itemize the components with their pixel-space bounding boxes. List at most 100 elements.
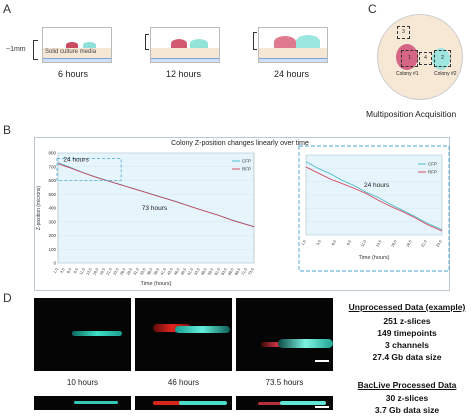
cyan-colony: [83, 42, 96, 48]
cyan-colony-signal: [179, 401, 227, 405]
media-layer: [151, 48, 219, 59]
inset-x-tick-label: 16.0: [390, 240, 397, 248]
x-tick-label: 46.0: [173, 268, 180, 276]
inset-annotation: 24 hours: [364, 182, 390, 189]
height-marker: [253, 32, 257, 50]
processed-title: BacLive Processed Data: [357, 380, 457, 390]
inset-line-chart: 1.0 3.5 6.0 8.5 11.0 13.5 16.0 18.5 21.0 23.5 Time…: [298, 145, 450, 272]
x-tick-label: 43.5: [167, 268, 174, 276]
x-tick-label: 68.5: [234, 268, 241, 276]
x-tick-label: 36.0: [146, 268, 153, 276]
x-tick-label: 71.0: [241, 268, 248, 276]
position-box-3: 3: [397, 26, 410, 39]
unprocessed-line-2: 149 timepoints: [377, 328, 437, 338]
inset-x-tick-label: 1.0: [301, 240, 307, 247]
y-tick-label: 700: [48, 164, 56, 169]
dish-6h: Solid culture media: [42, 27, 112, 63]
x-tick-label: 31.0: [133, 268, 140, 276]
timepoint-d-2: 46 hours: [167, 378, 200, 387]
x-tick-label: 3.5: [60, 268, 66, 275]
position-box-4: 4: [419, 52, 432, 65]
media-layer: [259, 48, 327, 59]
dish-24h: [253, 27, 328, 63]
scale-bar: [315, 360, 329, 362]
annotation-73h: 73 hours: [142, 205, 168, 212]
unprocessed-line-1: 251 z-slices: [383, 316, 431, 326]
x-tick-label: 33.5: [140, 268, 147, 276]
glass-slide: [259, 58, 327, 62]
inset-x-tick-label: 18.5: [405, 240, 412, 248]
processed-line-1: 30 z-slices: [385, 393, 429, 403]
height-marker: [145, 34, 149, 50]
x-axis-label: Time (hours): [141, 281, 172, 287]
thickness-bracket: [33, 40, 38, 60]
media-label: Solid culture media: [45, 49, 97, 55]
media-layer: [43, 48, 111, 59]
colony-2-blob: [432, 48, 450, 70]
x-tick-label: 6.0: [66, 268, 72, 275]
legend-label-cfp: CFP: [242, 159, 251, 164]
inset-x-tick-label: 21.0: [421, 240, 428, 248]
x-tick-label: 73.5: [248, 268, 255, 276]
x-tick-label: 18.5: [99, 268, 106, 276]
timepoint-a-3: 24 hours: [274, 69, 310, 79]
x-tick-label: 56.0: [200, 268, 207, 276]
legend-label-rfp: RFP: [242, 167, 251, 172]
thickness-label: ~1mm: [6, 46, 26, 53]
x-tick-label: 51.0: [187, 268, 194, 276]
y-axis-label: Z-position (microns): [36, 186, 42, 231]
main-line-chart: 0 100 200 300 400 500 600 700 800 1.0 3.5 6.0 8.5 11.…: [36, 151, 255, 288]
y-tick-label: 0: [53, 261, 56, 266]
inset-x-tick-label: 23.5: [436, 240, 443, 248]
timepoint-a-1: 6 hours: [58, 69, 89, 79]
x-tick-label: 28.5: [126, 268, 133, 276]
inset-series-line-cfp: [305, 161, 443, 231]
panel-b-letter: B: [3, 123, 12, 137]
x-tick-label: 66.0: [227, 268, 234, 276]
y-tick-label: 600: [48, 178, 56, 183]
y-tick-label: 400: [48, 206, 56, 211]
inset-x-tick-label: 13.5: [375, 240, 382, 248]
inset-legend-label-rfp: RFP: [428, 170, 437, 175]
cyan-colony-signal: [280, 401, 326, 405]
annotation-24h: 24 hours: [63, 156, 89, 163]
red-colony-signal: [153, 324, 191, 332]
cyan-colony: [296, 35, 320, 48]
unprocessed-line-3: 3 channels: [385, 340, 429, 350]
cyan-colony-signal: [278, 339, 333, 348]
x-tick-label: 38.5: [153, 268, 160, 276]
colony-1-label: Colony #1: [396, 71, 419, 77]
red-colony: [66, 42, 78, 48]
red-colony-signal: [258, 402, 288, 405]
inset-series-line-rfp: [305, 166, 443, 232]
x-tick-label: 26.0: [119, 268, 126, 276]
x-tick-label: 23.5: [113, 268, 120, 276]
y-tick-label: 800: [48, 151, 56, 156]
glass-slide: [151, 58, 219, 62]
x-tick-label: 41.0: [160, 268, 167, 276]
timepoint-d-3: 73.5 hours: [265, 378, 304, 387]
y-tick-label: 200: [48, 233, 56, 238]
x-tick-label: 61.0: [214, 268, 221, 276]
processed-strip-3: [236, 396, 333, 410]
micrograph-46h: [135, 298, 232, 371]
x-tick-label: 63.5: [221, 268, 228, 276]
y-tick-label: 500: [48, 192, 56, 197]
red-colony: [171, 39, 187, 48]
panel-c-letter: C: [368, 2, 377, 16]
timepoint-a-2: 12 hours: [166, 69, 202, 79]
position-box-1: 1: [401, 50, 418, 67]
x-tick-label: 1.0: [53, 268, 59, 275]
x-tick-label: 58.5: [207, 268, 214, 276]
processed-strip-1: [34, 396, 131, 410]
x-tick-label: 48.5: [180, 268, 187, 276]
cyan-colony-signal: [72, 331, 122, 336]
x-tick-label: 16.0: [92, 268, 99, 276]
chart-title: Colony Z-position changes linearly over …: [171, 140, 309, 147]
position-box-2: 2: [434, 50, 451, 67]
glass-slide: [43, 58, 111, 62]
timepoint-d-1: 10 hours: [66, 378, 99, 387]
inset-x-tick-label: 8.5: [346, 240, 352, 247]
multiposition-caption: Multiposition Acquisition: [366, 109, 457, 119]
panel-d-letter: D: [3, 291, 12, 305]
